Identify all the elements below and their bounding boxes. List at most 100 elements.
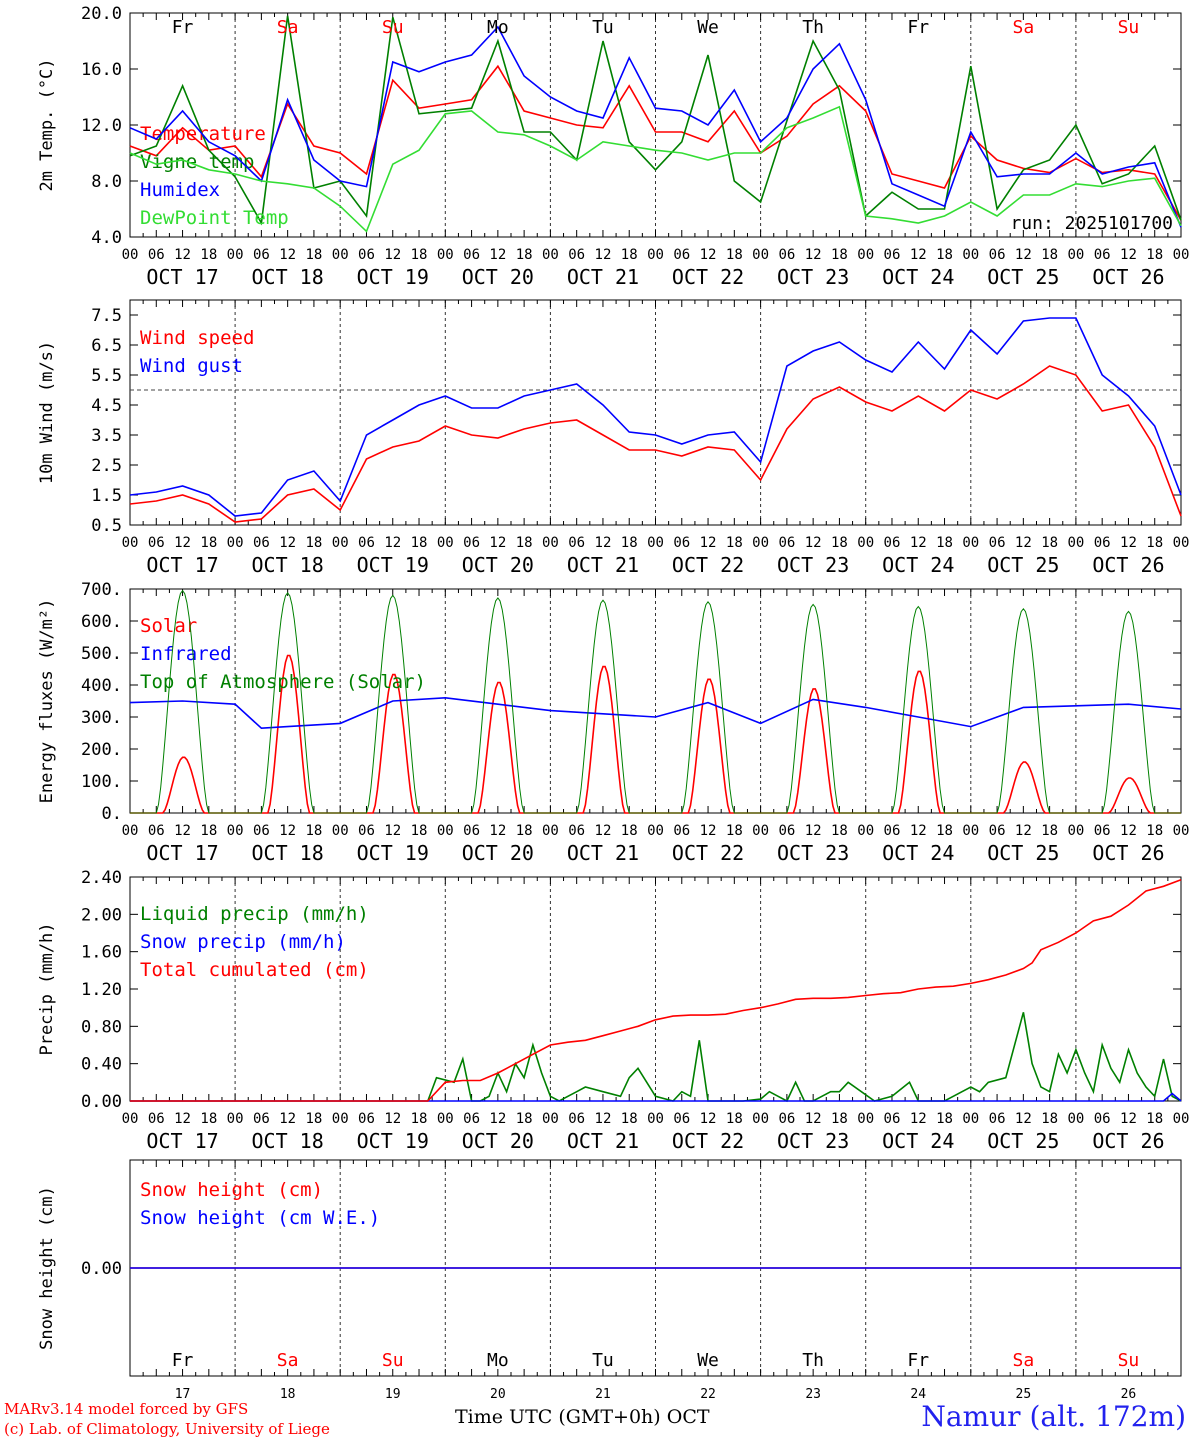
snow-weekday-label: Sa bbox=[1013, 1350, 1035, 1371]
temp-date-label: OCT 26 bbox=[1092, 265, 1164, 289]
precip-ytick-label: 0.40 bbox=[81, 1055, 122, 1075]
temp-hour-label: 00 bbox=[437, 247, 454, 263]
precip-hour-label: 12 bbox=[279, 1111, 296, 1127]
snow-weekday-label: Mo bbox=[487, 1350, 509, 1371]
energy-hour-label: 00 bbox=[332, 823, 349, 839]
energy-hour-label: 12 bbox=[910, 823, 927, 839]
temp-hour-label: 18 bbox=[305, 247, 322, 263]
temp-hour-label: 06 bbox=[253, 247, 270, 263]
snow-ytick-label: 0.00 bbox=[81, 1259, 122, 1279]
temp-hour-label: 12 bbox=[279, 247, 296, 263]
temp-hour-label: 06 bbox=[884, 247, 901, 263]
precip-series-snow-precip-mm-h- bbox=[130, 1092, 1182, 1102]
snow-weekday-label: Su bbox=[382, 1350, 404, 1371]
precip-hour-label: 18 bbox=[516, 1111, 533, 1127]
precip-hour-label: 00 bbox=[437, 1111, 454, 1127]
snow-day-number: 19 bbox=[385, 1387, 401, 1402]
model-credit: MARv3.14 model forced by GFS bbox=[4, 1400, 249, 1418]
precip-hour-label: 00 bbox=[962, 1111, 979, 1127]
temp-hour-label: 12 bbox=[384, 247, 401, 263]
temp-frame bbox=[129, 12, 1182, 238]
temp-hour-label: 00 bbox=[962, 247, 979, 263]
temp-date-label: OCT 21 bbox=[567, 265, 639, 289]
temp-hour-label: 06 bbox=[358, 247, 375, 263]
energy-frame bbox=[129, 588, 1182, 814]
temp-series-temperature bbox=[129, 64, 1182, 221]
temp-run-label: run: 2025101700 bbox=[1010, 213, 1173, 234]
wind-hour-label: 18 bbox=[726, 535, 743, 551]
energy-date-label: OCT 18 bbox=[252, 841, 324, 865]
wind-date-label: OCT 23 bbox=[777, 553, 849, 577]
wind-hour-label: 06 bbox=[463, 535, 480, 551]
precip-date-label: OCT 20 bbox=[462, 1129, 534, 1153]
wind-hour-label: 06 bbox=[884, 535, 901, 551]
wind-ytick-label: 4.5 bbox=[91, 396, 122, 416]
precip-hour-label: 06 bbox=[884, 1111, 901, 1127]
snow-weekday-label: Fr bbox=[907, 1350, 929, 1371]
snow-weekday-label: Su bbox=[1118, 1350, 1140, 1371]
wind-hour-label: 18 bbox=[200, 535, 217, 551]
energy-ytick-label: 200. bbox=[81, 740, 122, 760]
precip-hour-label: 00 bbox=[1067, 1111, 1084, 1127]
wind-series-wind-gust bbox=[129, 317, 1182, 517]
temp-date-label: OCT 22 bbox=[672, 265, 744, 289]
precip-date-label: OCT 24 bbox=[882, 1129, 954, 1153]
wind-ytick-label: 5.5 bbox=[91, 366, 122, 386]
precip-hour-label: 18 bbox=[726, 1111, 743, 1127]
energy-hour-label: 12 bbox=[279, 823, 296, 839]
temp-hour-label: 00 bbox=[332, 247, 349, 263]
wind-legend-entry: Wind gust bbox=[140, 355, 243, 377]
precip-legend-entry: Snow precip (mm/h) bbox=[140, 931, 346, 953]
energy-hour-label: 12 bbox=[805, 823, 822, 839]
temp-hour-label: 18 bbox=[1041, 247, 1058, 263]
wind-date-label: OCT 25 bbox=[987, 553, 1059, 577]
energy-date-label: OCT 23 bbox=[777, 841, 849, 865]
precip-date-label: OCT 23 bbox=[777, 1129, 849, 1153]
energy-hour-label: 06 bbox=[989, 823, 1006, 839]
energy-legend-entry: Solar bbox=[140, 615, 197, 637]
wind-ytick-label: 6.5 bbox=[91, 336, 122, 356]
temp-series-dewpoint-temp bbox=[129, 105, 1182, 233]
snow-day-number: 17 bbox=[175, 1387, 191, 1402]
precip-hour-label: 12 bbox=[174, 1111, 191, 1127]
precip-ylabel: Precip (mm/h) bbox=[37, 922, 57, 1055]
snow-weekday-label: We bbox=[697, 1350, 719, 1371]
precip-hour-label: 18 bbox=[200, 1111, 217, 1127]
energy-date-label: OCT 19 bbox=[357, 841, 429, 865]
temp-hour-label: 06 bbox=[673, 247, 690, 263]
temp-ylabel: 2m Temp. (°C) bbox=[37, 58, 57, 191]
energy-hour-label: 12 bbox=[174, 823, 191, 839]
energy-legend-entry: Infrared bbox=[140, 643, 232, 665]
precip-hour-label: 06 bbox=[148, 1111, 165, 1127]
x-axis-title: Time UTC (GMT+0h) OCT bbox=[455, 1406, 710, 1428]
precip-hour-label: 12 bbox=[910, 1111, 927, 1127]
energy-hour-label: 00 bbox=[1173, 823, 1190, 839]
temp-hour-label: 12 bbox=[700, 247, 717, 263]
temp-date-label: OCT 18 bbox=[252, 265, 324, 289]
wind-hour-label: 18 bbox=[831, 535, 848, 551]
snow-weekday-label: Fr bbox=[172, 1350, 194, 1371]
temp-hour-label: 00 bbox=[647, 247, 664, 263]
wind-hour-label: 06 bbox=[358, 535, 375, 551]
wind-hour-label: 12 bbox=[910, 535, 927, 551]
precip-series-liquid-precip-mm-h- bbox=[130, 1012, 1182, 1103]
temp-hour-label: 06 bbox=[778, 247, 795, 263]
energy-hour-label: 00 bbox=[647, 823, 664, 839]
energy-hour-label: 06 bbox=[673, 823, 690, 839]
snow-day-number: 24 bbox=[910, 1387, 926, 1402]
temp-hour-label: 00 bbox=[122, 247, 139, 263]
snow-day-number: 21 bbox=[595, 1387, 611, 1402]
wind-hour-label: 18 bbox=[516, 535, 533, 551]
wind-hour-label: 12 bbox=[1120, 535, 1137, 551]
precip-hour-label: 06 bbox=[673, 1111, 690, 1127]
temp-weekday-label: Sa bbox=[1013, 17, 1035, 38]
wind-date-label: OCT 18 bbox=[252, 553, 324, 577]
precip-hour-label: 00 bbox=[647, 1111, 664, 1127]
energy-hour-label: 12 bbox=[1015, 823, 1032, 839]
energy-hour-label: 12 bbox=[1120, 823, 1137, 839]
snow-day-number: 25 bbox=[1016, 1387, 1032, 1402]
energy-hour-label: 06 bbox=[148, 823, 165, 839]
wind-hour-label: 00 bbox=[122, 535, 139, 551]
temp-hour-label: 00 bbox=[752, 247, 769, 263]
